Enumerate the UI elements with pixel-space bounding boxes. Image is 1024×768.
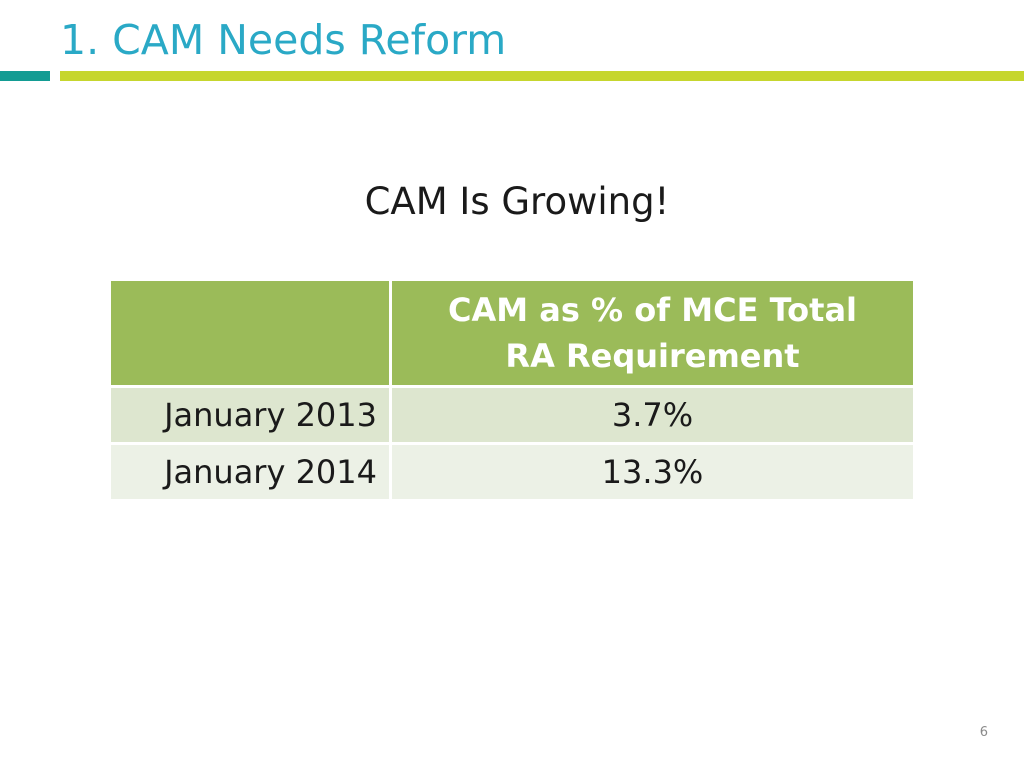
cam-table: CAM as % of MCE Total RA Requirement Jan…: [111, 281, 913, 499]
table-header-line-2: RA Requirement: [505, 337, 800, 375]
table-header-blank-cell: [111, 281, 392, 388]
slide-subtitle: CAM Is Growing!: [364, 180, 670, 223]
row-label: January 2014: [111, 445, 392, 499]
page-number: 6: [979, 725, 988, 740]
table-header-value-cell: CAM as % of MCE Total RA Requirement: [392, 281, 913, 388]
title-rule-accent: [0, 71, 50, 81]
table-row: January 2014 13.3%: [111, 445, 913, 499]
row-value: 13.3%: [392, 445, 913, 499]
table-header-line-1: CAM as % of MCE Total: [447, 291, 857, 329]
row-label: January 2013: [111, 388, 392, 445]
table-row: January 2013 3.7%: [111, 388, 913, 445]
slide-title: 1. CAM Needs Reform: [60, 16, 507, 64]
row-value: 3.7%: [392, 388, 913, 445]
table-header-row: CAM as % of MCE Total RA Requirement: [111, 281, 913, 388]
title-rule: [60, 71, 1024, 81]
